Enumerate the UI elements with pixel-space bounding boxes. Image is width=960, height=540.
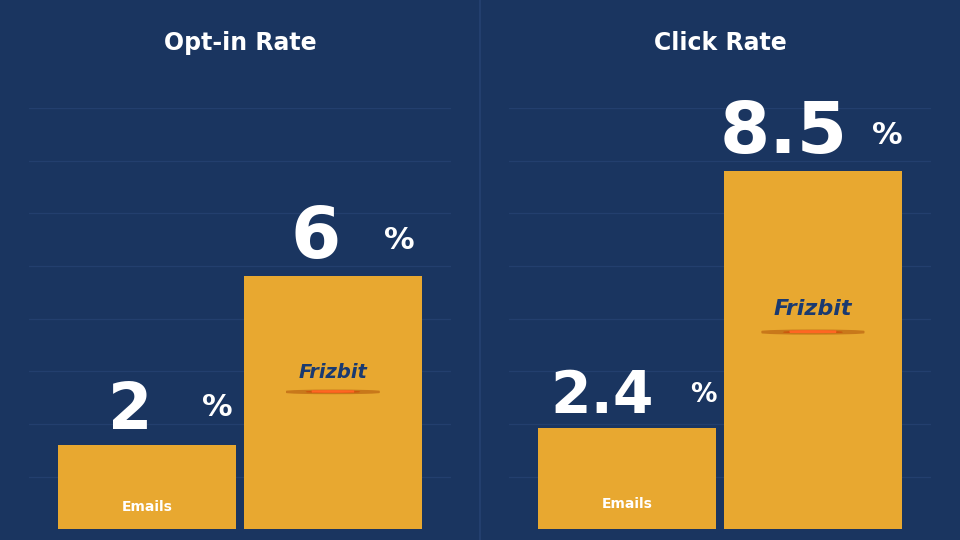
Text: Opt-in Rate: Opt-in Rate xyxy=(164,31,316,55)
Text: 6: 6 xyxy=(291,204,341,273)
Bar xyxy=(539,428,716,529)
Text: 2: 2 xyxy=(108,380,153,442)
Text: %: % xyxy=(872,121,902,150)
Text: %: % xyxy=(202,393,232,422)
Text: Frizbit: Frizbit xyxy=(774,299,852,319)
Text: Emails: Emails xyxy=(122,500,173,514)
Text: 2.4: 2.4 xyxy=(550,368,654,425)
Bar xyxy=(59,445,236,529)
Bar xyxy=(244,276,421,529)
Text: Click Rate: Click Rate xyxy=(654,31,786,55)
Text: Frizbit: Frizbit xyxy=(299,362,368,382)
Ellipse shape xyxy=(762,330,864,334)
Bar xyxy=(724,171,901,529)
Text: %: % xyxy=(690,382,717,408)
Text: Emails: Emails xyxy=(602,497,653,511)
Text: 8.5: 8.5 xyxy=(719,99,848,168)
Ellipse shape xyxy=(305,391,360,393)
Ellipse shape xyxy=(286,390,379,393)
Text: %: % xyxy=(384,226,415,255)
Ellipse shape xyxy=(782,331,843,333)
